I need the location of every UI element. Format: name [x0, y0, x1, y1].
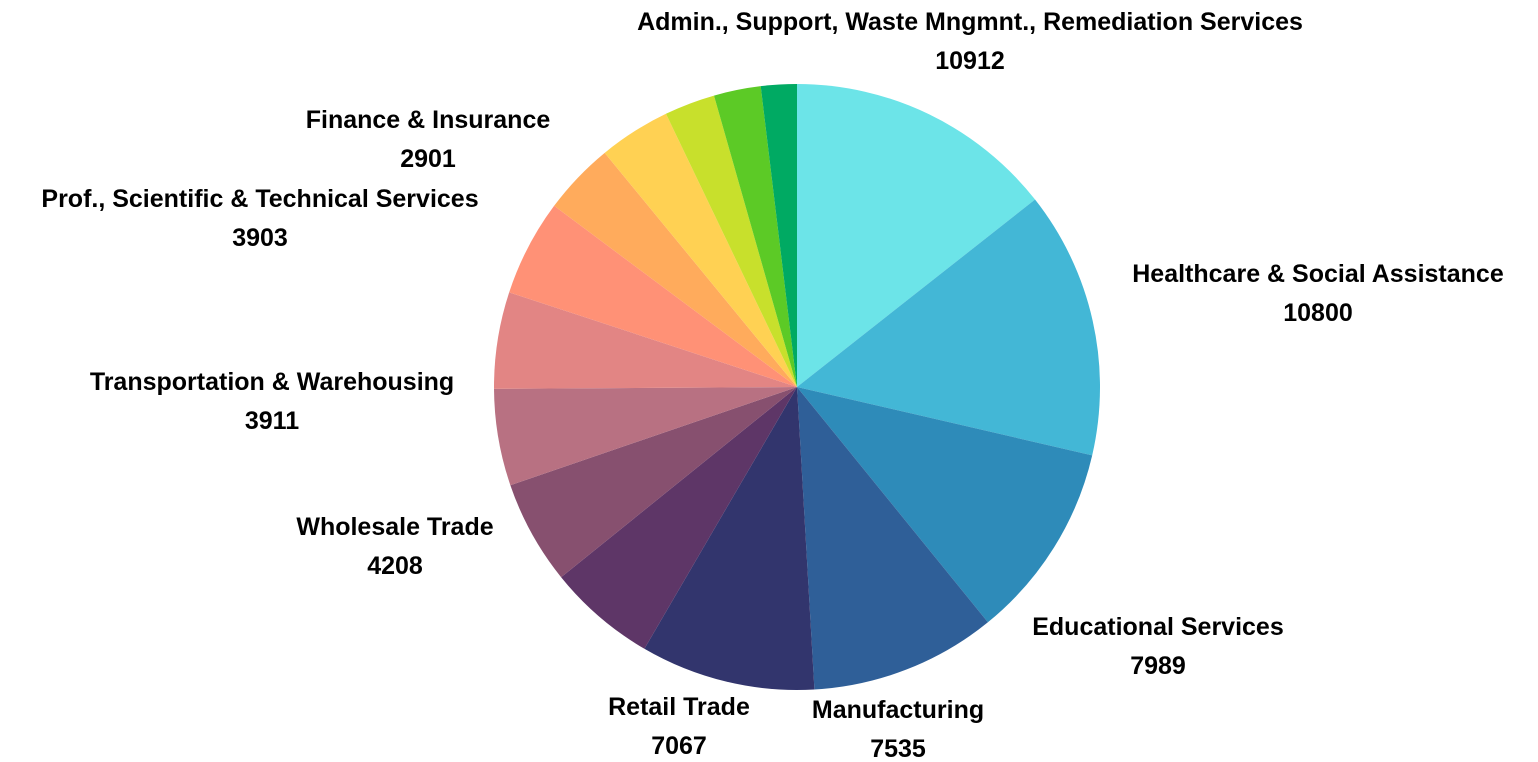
slice-label: Prof., Scientific & Technical Services	[41, 185, 478, 213]
slice-value-label: 3903	[232, 224, 288, 252]
slice-label: Admin., Support, Waste Mngmnt., Remediat…	[637, 8, 1303, 36]
pie-slices	[494, 84, 1100, 690]
slice-label: Wholesale Trade	[296, 513, 493, 541]
slice-value-label: 2901	[400, 145, 456, 173]
slice-value-label: 3911	[245, 407, 299, 435]
slice-label: Manufacturing	[812, 696, 984, 724]
slice-value-label: 7989	[1130, 652, 1186, 680]
slice-label: Educational Services	[1032, 613, 1284, 641]
slice-value-label: 7067	[651, 732, 707, 760]
slice-label: Healthcare & Social Assistance	[1132, 260, 1504, 288]
slice-value-label: 4208	[367, 552, 423, 580]
slice-label: Retail Trade	[608, 693, 750, 721]
slice-label: Finance & Insurance	[306, 106, 551, 134]
slice-value-label: 7535	[870, 735, 926, 762]
slice-label: Transportation & Warehousing	[90, 368, 454, 396]
slice-value-label: 10912	[935, 47, 1005, 75]
slice-value-label: 10800	[1283, 299, 1353, 327]
